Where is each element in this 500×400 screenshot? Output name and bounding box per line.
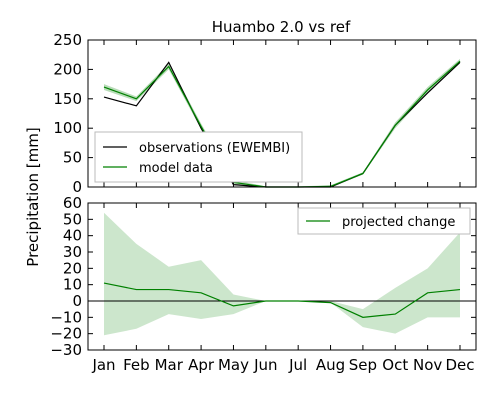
y-tick-label: 60 xyxy=(63,194,82,212)
x-tick-label: Jul xyxy=(288,356,307,374)
x-tick-label: Apr xyxy=(188,356,215,374)
y-tick-label: 150 xyxy=(53,90,82,108)
series-line-projected-change xyxy=(103,282,461,318)
y-tick-label: 200 xyxy=(53,60,82,78)
legend-box xyxy=(94,131,303,183)
x-tick-label: Nov xyxy=(413,356,442,374)
y-tick-label: 20 xyxy=(63,259,82,277)
legend: observations (EWEMBI) model data xyxy=(94,131,303,183)
x-tick-label: Jan xyxy=(91,356,115,374)
x-tick-label: Feb xyxy=(123,356,150,374)
legend-label: model data xyxy=(139,161,213,176)
chart-title: Huambo 2.0 vs ref xyxy=(212,18,351,36)
plot-frame xyxy=(87,202,477,351)
y-tick-label: −10 xyxy=(50,308,82,326)
legend: projected change xyxy=(297,207,471,235)
legend-label: observations (EWEMBI) xyxy=(139,141,290,156)
y-tick-label: 10 xyxy=(63,276,82,294)
y-tick-label: −30 xyxy=(50,341,82,359)
plot-frame xyxy=(87,39,477,188)
x-tick-label: Oct xyxy=(382,356,408,374)
y-tick-label: 100 xyxy=(53,119,82,137)
band-projected-change xyxy=(104,212,460,336)
y-tick-label: 0 xyxy=(72,178,82,196)
y-tick-label: 0 xyxy=(72,292,82,310)
y-tick-label: 250 xyxy=(53,31,82,49)
legend-label: projected change xyxy=(342,215,455,230)
x-tick-label: Dec xyxy=(445,356,474,374)
x-tick-label: Aug xyxy=(316,356,345,374)
y-tick-label: −20 xyxy=(50,325,82,343)
climatology-panel: 0 50 100 150 200 250 observations (EWEMBI) mode… xyxy=(53,31,477,196)
y-tick-label: 40 xyxy=(63,227,82,245)
x-tick-label: Sep xyxy=(349,356,377,374)
y-tick-label: 50 xyxy=(63,210,82,228)
y-tick-label: 30 xyxy=(63,243,82,261)
y-tick-label: 50 xyxy=(63,149,82,167)
y-axis-label: Precipitation [mm] xyxy=(24,127,42,266)
x-tick-label: Mar xyxy=(155,356,184,374)
x-tick-label: Jun xyxy=(253,356,277,374)
x-tick-label: May xyxy=(218,356,249,374)
